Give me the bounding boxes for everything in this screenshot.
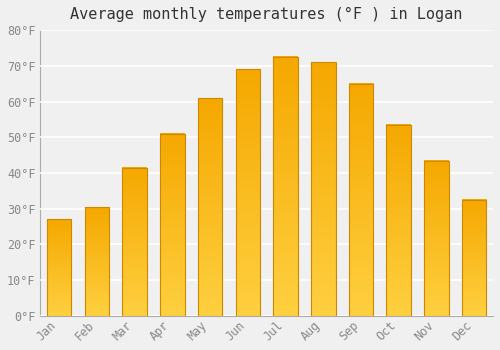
Bar bbox=[424, 161, 448, 316]
Bar bbox=[274, 57, 298, 316]
Bar bbox=[311, 62, 336, 316]
Bar bbox=[462, 200, 486, 316]
Bar bbox=[348, 84, 374, 316]
Bar bbox=[122, 168, 147, 316]
Bar bbox=[198, 98, 222, 316]
Bar bbox=[236, 69, 260, 316]
Bar bbox=[84, 207, 109, 316]
Bar bbox=[160, 134, 184, 316]
Bar bbox=[47, 219, 72, 316]
Title: Average monthly temperatures (°F ) in Logan: Average monthly temperatures (°F ) in Lo… bbox=[70, 7, 463, 22]
Bar bbox=[386, 125, 411, 316]
